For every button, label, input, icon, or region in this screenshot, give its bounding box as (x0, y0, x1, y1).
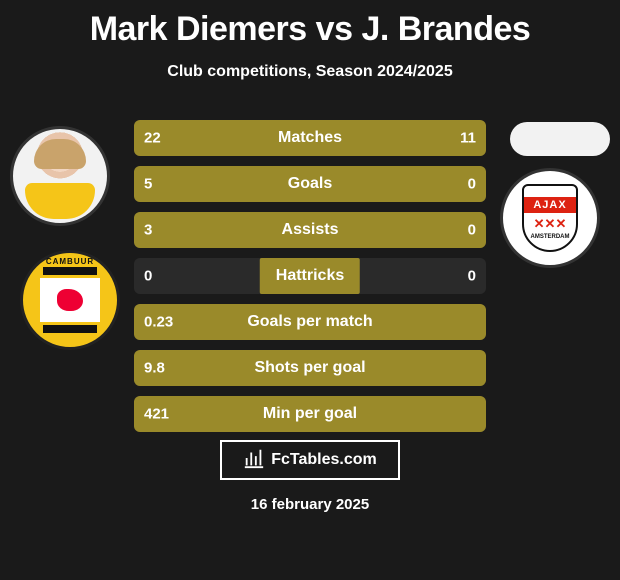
stat-value-left: 0 (144, 268, 152, 285)
bar-chart-icon (243, 447, 265, 474)
stat-value-left: 3 (144, 222, 152, 239)
stat-row: 0.23 Goals per match (134, 304, 486, 340)
subtitle: Club competitions, Season 2024/2025 (0, 63, 620, 81)
club-right-label: AJAX (524, 197, 576, 213)
stat-value-right: 0 (468, 222, 476, 239)
stat-row: 0 0 Hattricks (134, 258, 486, 294)
stat-label: Shots per goal (238, 350, 381, 386)
stat-value-left: 5 (144, 176, 152, 193)
stat-row: 421 Min per goal (134, 396, 486, 432)
stat-value-left: 22 (144, 130, 161, 147)
club-left-badge: CAMBUUR (20, 250, 120, 350)
club-right-city: AMSTERDAM (531, 234, 570, 240)
stat-label: Min per goal (247, 396, 373, 432)
stat-value-right: 0 (468, 268, 476, 285)
brand-box: FcTables.com (220, 440, 400, 480)
stat-row: 9.8 Shots per goal (134, 350, 486, 386)
player2-avatar (510, 122, 610, 156)
vs-label: vs (316, 10, 353, 48)
stat-label: Hattricks (260, 258, 360, 294)
stat-value-right: 11 (460, 130, 476, 147)
club-left-label: CAMBUUR (46, 257, 94, 266)
date-text: 16 february 2025 (251, 496, 369, 513)
stat-row: 22 11 Matches (134, 120, 486, 156)
stat-row: 3 0 Assists (134, 212, 486, 248)
stat-label: Goals per match (231, 304, 388, 340)
avatar-hair (34, 139, 86, 169)
avatar-shirt (25, 183, 95, 219)
player2-name: J. Brandes (361, 10, 530, 48)
club-left-inner (40, 278, 100, 322)
stat-label: Matches (262, 120, 358, 156)
club-left-emblem (57, 289, 83, 311)
comparison-title: Mark Diemers vs J. Brandes (0, 0, 620, 49)
stat-value-left: 0.23 (144, 314, 173, 331)
club-right-shield: AJAX ✕✕✕ AMSTERDAM (522, 184, 578, 252)
player1-name: Mark Diemers (90, 10, 307, 48)
player1-avatar (10, 126, 110, 226)
brand-text: FcTables.com (271, 451, 377, 469)
stat-value-left: 9.8 (144, 360, 165, 377)
club-right-crosses: ✕✕✕ (534, 216, 567, 232)
stats-container: 22 11 Matches 5 0 Goals 3 0 Assists 0 0 Hattricks 0.… (134, 120, 486, 442)
stat-label: Assists (266, 212, 355, 248)
stat-label: Goals (272, 166, 348, 202)
club-right-badge: AJAX ✕✕✕ AMSTERDAM (500, 168, 600, 268)
stat-row: 5 0 Goals (134, 166, 486, 202)
stat-value-right: 0 (468, 176, 476, 193)
stat-value-left: 421 (144, 406, 169, 423)
